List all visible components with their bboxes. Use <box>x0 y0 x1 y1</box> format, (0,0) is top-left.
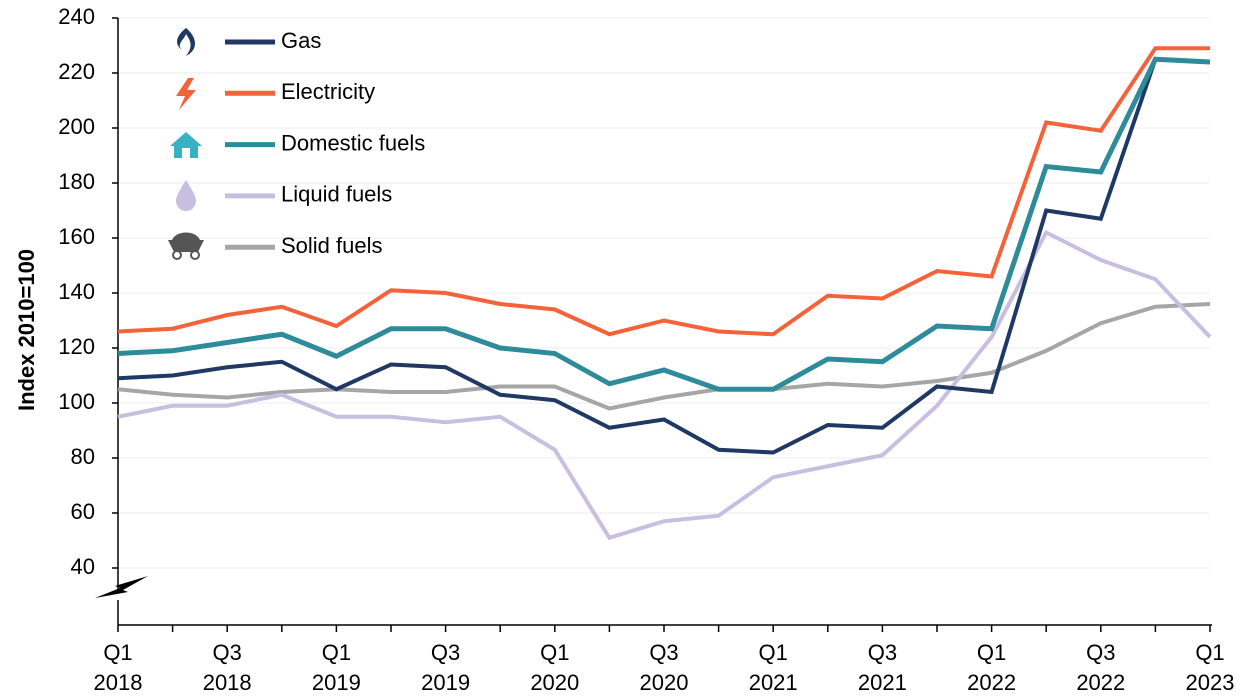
x-tick-label: Q3 2018 <box>202 640 252 695</box>
grid <box>118 17 1210 569</box>
y-tick-label: 60 <box>71 499 95 524</box>
series-line <box>117 57 1211 455</box>
x-tick-label: Q3 2022 <box>1076 640 1126 695</box>
x-tick-label: Q1 2022 <box>967 640 1017 695</box>
series-line <box>117 229 1212 541</box>
x-tick-label: Q1 2023 <box>1185 640 1235 695</box>
legend-label: Domestic fuels <box>281 130 425 155</box>
legend-label: Gas <box>281 28 321 53</box>
series-line <box>117 56 1211 392</box>
x-tick-label: Q3 2021 <box>857 640 907 695</box>
y-tick-label: 80 <box>71 444 95 469</box>
solid-icon <box>168 232 204 252</box>
x-tick-label: Q1 2019 <box>311 640 361 695</box>
y-tick-label: 40 <box>71 554 95 579</box>
domestic-icon-door <box>182 148 190 158</box>
y-tick-label: 240 <box>58 4 95 29</box>
solid-icon-wheel <box>190 250 200 260</box>
y-tick-label: 180 <box>58 169 95 194</box>
legend-label: Solid fuels <box>281 233 383 258</box>
axis-break <box>95 576 148 598</box>
liquid-icon <box>176 180 196 211</box>
series-line <box>117 46 1210 337</box>
gas-icon <box>177 28 195 56</box>
y-tick-label: 100 <box>58 389 95 414</box>
y-tick-label: 220 <box>58 59 95 84</box>
x-tick-label: Q3 2019 <box>421 640 471 695</box>
y-tick-label: 160 <box>58 224 95 249</box>
y-tick-label: 200 <box>58 114 95 139</box>
domestic-icon <box>170 132 202 158</box>
legend-icons <box>168 28 204 260</box>
x-tick-label: Q1 2021 <box>748 640 798 695</box>
legend-label: Liquid fuels <box>281 182 392 207</box>
solid-icon-wheel <box>172 250 182 260</box>
x-tick-label: Q3 2020 <box>639 640 689 695</box>
x-tick-label: Q1 2020 <box>530 640 580 695</box>
y-axis-label: Index 2010=100 <box>14 249 39 411</box>
electricity-icon <box>176 78 196 110</box>
y-tick-label: 140 <box>58 279 95 304</box>
y-tick-label: 120 <box>58 334 95 359</box>
legend-label: Electricity <box>281 79 375 104</box>
series-line <box>117 302 1211 411</box>
x-tick-label: Q1 2018 <box>93 640 143 695</box>
